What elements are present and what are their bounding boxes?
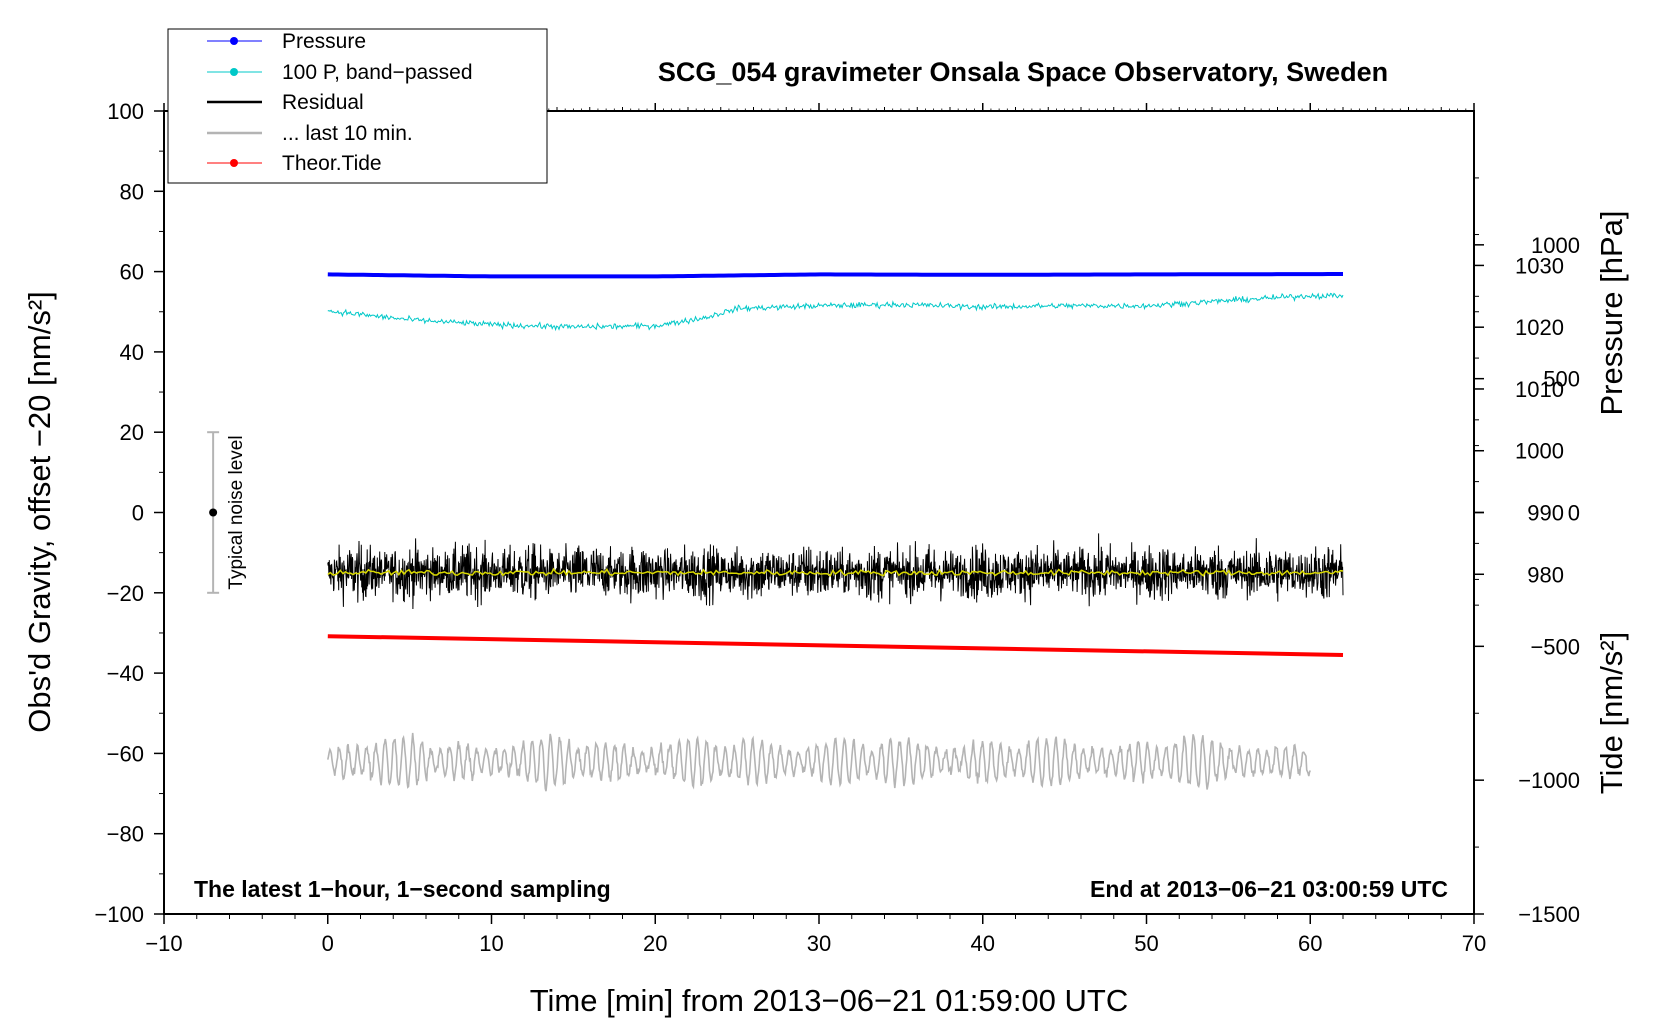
annotation-sampling: The latest 1−hour, 1−second sampling: [194, 876, 611, 902]
legend-label-tide: Theor.Tide: [282, 152, 382, 175]
running-mean-series: [327, 567, 1344, 577]
x-tick-label-7: 60: [1298, 931, 1322, 956]
legend-box: [167, 28, 548, 184]
tide-tick-label-4: 500: [1543, 367, 1580, 392]
y-tick-label-2: −60: [107, 741, 144, 766]
tide-tick-label-5: 1000: [1531, 233, 1580, 258]
legend-marker-bandpassed: [230, 68, 238, 76]
tide-tick-label-3: 0: [1568, 501, 1580, 526]
y-axis-title-tide: Tide [nm/s²]: [1594, 632, 1629, 795]
annotation-end-time: End at 2013−06−21 03:00:59 UTC: [1090, 876, 1448, 902]
chart-title: SCG_054 gravimeter Onsala Space Observat…: [658, 57, 1388, 87]
legend-label-bandpassed: 100 P, band−passed: [282, 61, 473, 84]
pressure-tick-label-1: 990: [1527, 501, 1564, 526]
noise-level-bar: [207, 431, 220, 594]
pressure-tick-label-0: 980: [1527, 562, 1564, 587]
y-tick-label-4: −20: [107, 581, 144, 606]
pressure-tick-label-3: 1010: [1515, 377, 1564, 402]
legend-marker-pressure: [230, 37, 238, 45]
y-tick-label-1: −80: [107, 822, 144, 847]
x-tick-label-3: 20: [643, 931, 667, 956]
legend-label-pressure: Pressure: [282, 30, 366, 53]
legend: Pressure 100 P, band−passed Residual ...…: [167, 28, 548, 184]
y-axis-title-pressure: Pressure [hPa]: [1594, 210, 1629, 415]
y-tick-label-6: 20: [120, 420, 144, 445]
plot-frame: [163, 110, 1475, 915]
y-axis-ticks: −100 −80 −60 −40 −20 0 20 40 60 80 100: [94, 99, 164, 927]
residual-series: [327, 533, 1344, 610]
x-tick-label-5: 40: [971, 931, 995, 956]
x-tick-label-0: −10: [145, 931, 182, 956]
x-tick-label-2: 10: [479, 931, 503, 956]
theoretical-tide-series: [327, 634, 1344, 657]
tide-tick-label-2: −500: [1530, 634, 1580, 659]
y-tick-label-5: 0: [132, 501, 144, 526]
bandpassed-pressure-series: [327, 292, 1344, 332]
pressure-tick-label-5: 1030: [1515, 253, 1564, 278]
y-axis-title-left: Obs'd Gravity, offset −20 [nm/s²]: [22, 291, 57, 733]
x-axis-ticks: −10 0 10 20 30 40 50 60 70: [145, 103, 1486, 956]
last-10-min-series: [327, 732, 1312, 792]
y-tick-label-9: 80: [120, 179, 144, 204]
pressure-axis-ticks: 980 990 1000 1010 1020 1030: [1474, 234, 1564, 606]
pressure-tick-label-4: 1020: [1515, 315, 1564, 340]
legend-label-residual: Residual: [282, 91, 364, 114]
y-tick-label-0: −100: [94, 902, 144, 927]
pressure-tick-label-2: 1000: [1515, 439, 1564, 464]
y-tick-label-7: 40: [120, 340, 144, 365]
x-tick-label-1: 0: [322, 931, 334, 956]
pressure-series: [327, 272, 1343, 279]
series-group: [327, 272, 1344, 792]
y-tick-label-10: 100: [107, 99, 144, 124]
x-axis-title: Time [min] from 2013−06−21 01:59:00 UTC: [530, 983, 1129, 1018]
tide-tick-label-0: −1500: [1518, 902, 1580, 927]
tide-tick-label-1: −1000: [1518, 768, 1580, 793]
x-tick-label-6: 50: [1134, 931, 1158, 956]
legend-marker-tide: [230, 159, 238, 167]
legend-label-last10: ... last 10 min.: [282, 122, 413, 145]
x-tick-label-4: 30: [807, 931, 831, 956]
y-tick-label-3: −40: [107, 661, 144, 686]
noise-level-label: Typical noise level: [226, 435, 247, 589]
y-tick-label-8: 60: [120, 260, 144, 285]
noise-bar-center-dot: [209, 508, 218, 517]
tide-axis-ticks: −1500 −1000 −500 0 500 1000: [1474, 177, 1580, 927]
x-tick-label-8: 70: [1462, 931, 1486, 956]
